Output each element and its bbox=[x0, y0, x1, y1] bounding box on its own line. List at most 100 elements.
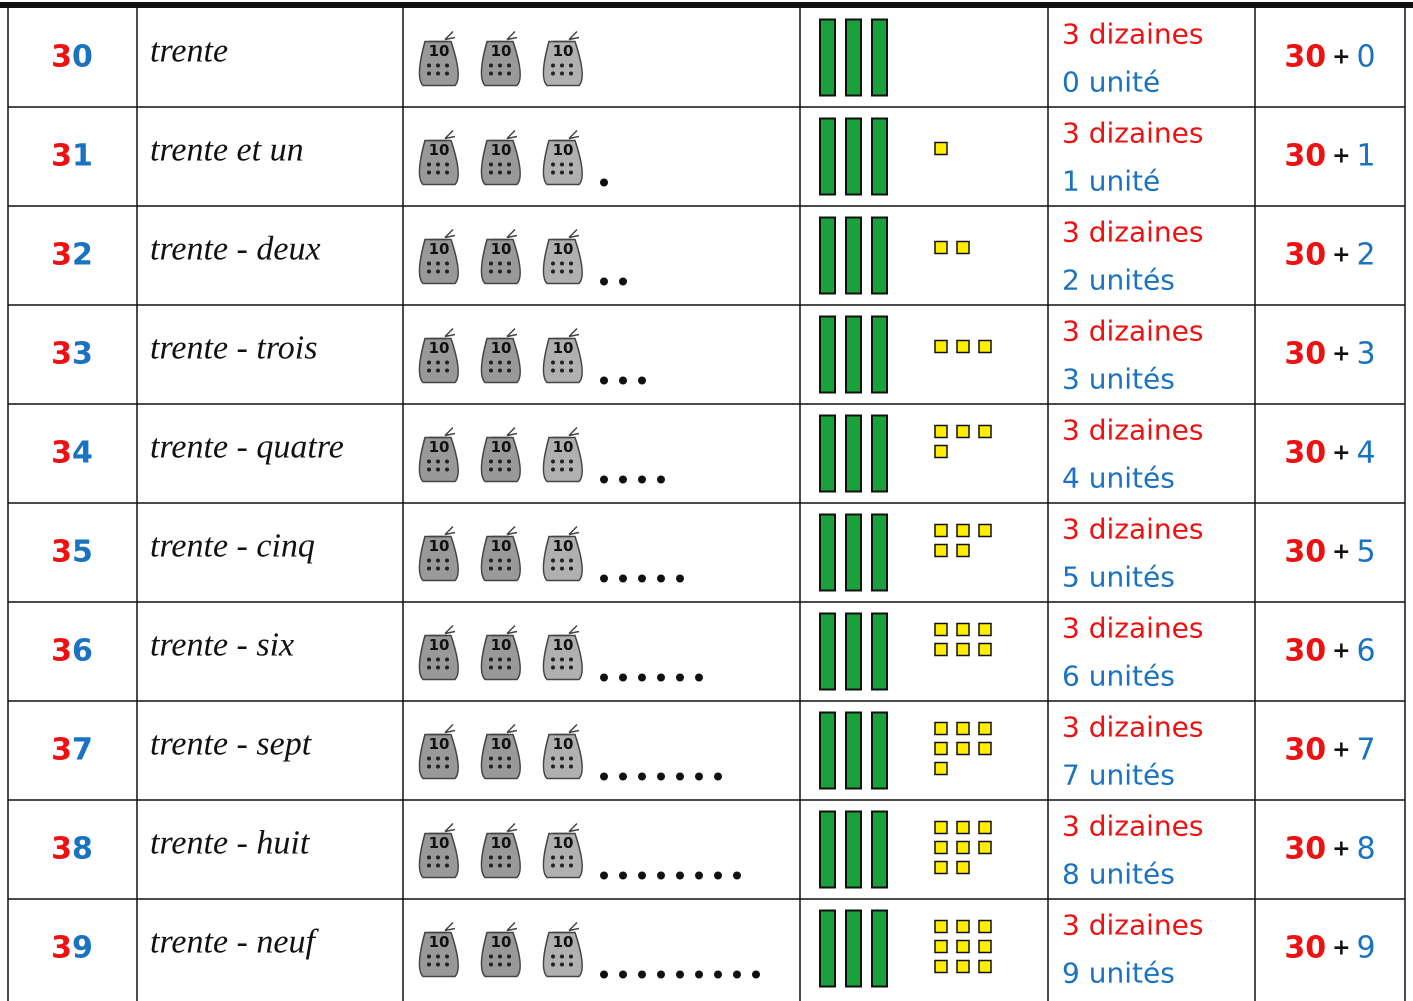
number-tens: 3 bbox=[51, 336, 72, 371]
bag-dot bbox=[427, 954, 431, 959]
unit-cube bbox=[978, 820, 992, 835]
sum-tens: 30 bbox=[1284, 39, 1326, 74]
bag-tie bbox=[429, 327, 456, 340]
bag-dot bbox=[551, 954, 555, 959]
words: trente - cinq bbox=[150, 527, 315, 564]
bag-dot bbox=[507, 459, 511, 464]
bag-dot bbox=[507, 657, 511, 662]
bag-dot bbox=[445, 360, 449, 365]
bag-dot bbox=[489, 566, 493, 571]
sum-tens: 30 bbox=[1284, 930, 1326, 965]
ten-rod bbox=[819, 612, 836, 691]
sum-tens: 30 bbox=[1284, 237, 1326, 272]
bag-dot bbox=[427, 71, 431, 76]
unit-dot bbox=[657, 475, 665, 484]
unit-cube bbox=[934, 761, 948, 776]
unit-cube bbox=[978, 424, 992, 439]
bag-dot bbox=[427, 368, 431, 373]
bag-dot bbox=[436, 657, 440, 662]
unit-cube bbox=[956, 543, 970, 558]
unit-cube bbox=[934, 642, 948, 657]
bag-dot bbox=[445, 954, 449, 959]
bag-dot bbox=[436, 162, 440, 167]
bag-dot bbox=[498, 71, 502, 76]
number-units: 9 bbox=[72, 930, 93, 965]
unit-cube bbox=[956, 919, 970, 934]
unit-cube bbox=[934, 622, 948, 637]
bag-dot bbox=[507, 467, 511, 472]
unit-cube bbox=[934, 741, 948, 756]
bag-dot bbox=[551, 558, 555, 563]
number: 33 bbox=[51, 336, 93, 371]
bag-dot bbox=[569, 566, 573, 571]
bag-dot bbox=[569, 360, 573, 365]
unit-cube bbox=[956, 939, 970, 954]
bag-dot bbox=[569, 657, 573, 662]
bag-label: 10 bbox=[491, 339, 512, 357]
sum-units: 4 bbox=[1357, 435, 1376, 470]
sum: 30 +4 bbox=[1284, 435, 1375, 470]
bag-dot bbox=[436, 962, 440, 967]
ten-rod bbox=[819, 810, 836, 889]
bag-tie bbox=[491, 327, 518, 340]
bag-dot bbox=[436, 360, 440, 365]
bag-tie bbox=[553, 228, 580, 241]
bag-dot bbox=[498, 162, 502, 167]
bag-dot bbox=[445, 863, 449, 868]
bag-dot bbox=[551, 764, 555, 769]
bag-dot bbox=[569, 368, 573, 373]
bag-tie bbox=[553, 822, 580, 835]
sum-units: 1 bbox=[1357, 138, 1376, 173]
bag-dot bbox=[560, 467, 564, 472]
sum-tens: 30 bbox=[1284, 633, 1326, 668]
sum-units: 6 bbox=[1357, 633, 1376, 668]
unit-cube bbox=[956, 240, 970, 255]
unites: 6 unités bbox=[1062, 660, 1175, 693]
sum-units: 2 bbox=[1357, 237, 1376, 272]
bag-dot bbox=[551, 71, 555, 76]
bag-dot bbox=[445, 657, 449, 662]
bag-dot bbox=[489, 261, 493, 266]
bag-dot bbox=[427, 162, 431, 167]
bag-dot bbox=[498, 566, 502, 571]
bag-dot bbox=[498, 269, 502, 274]
bag-dot bbox=[436, 459, 440, 464]
bag-dot bbox=[489, 863, 493, 868]
dizaines: 3 dizaines bbox=[1062, 414, 1203, 447]
bag-tie bbox=[491, 228, 518, 241]
sum-units: 5 bbox=[1357, 534, 1376, 569]
bag-tie bbox=[491, 30, 518, 43]
bag-tie bbox=[491, 426, 518, 439]
ten-rod bbox=[819, 909, 836, 988]
unit-cube bbox=[978, 939, 992, 954]
bag-tie bbox=[429, 624, 456, 637]
bag-dot bbox=[551, 756, 555, 761]
dizaines: 3 dizaines bbox=[1062, 216, 1203, 249]
number-tens: 3 bbox=[51, 237, 72, 272]
sum-tens: 30 bbox=[1284, 435, 1326, 470]
unit-cube bbox=[934, 339, 948, 354]
bag-label: 10 bbox=[491, 240, 512, 258]
bag-dot bbox=[498, 863, 502, 868]
unit-dot bbox=[619, 673, 627, 682]
bag-dot bbox=[551, 863, 555, 868]
unit-cube bbox=[978, 622, 992, 637]
number-units: 2 bbox=[72, 237, 93, 272]
bag-dot bbox=[569, 162, 573, 167]
sum: 30 +3 bbox=[1284, 336, 1375, 371]
bag-dot bbox=[569, 261, 573, 266]
unit-cube bbox=[956, 622, 970, 637]
bag-tie bbox=[553, 921, 580, 934]
bag-tie bbox=[429, 30, 456, 43]
unit-dot bbox=[714, 970, 722, 979]
number-tens: 3 bbox=[51, 633, 72, 668]
sum-tens: 30 bbox=[1284, 138, 1326, 173]
bag-tie bbox=[429, 129, 456, 142]
unit-dot bbox=[733, 970, 741, 979]
unit-dot bbox=[638, 772, 646, 781]
unit-cube bbox=[934, 424, 948, 439]
unit-dot bbox=[619, 871, 627, 880]
bag-dot bbox=[445, 162, 449, 167]
unit-dot bbox=[619, 574, 627, 583]
